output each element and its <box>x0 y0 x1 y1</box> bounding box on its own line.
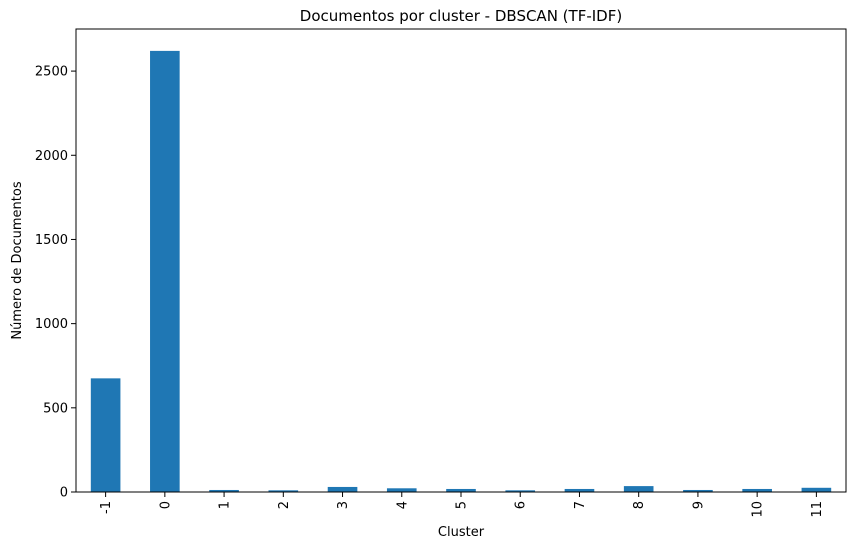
y-tick-label: 500 <box>43 401 68 416</box>
bar-cluster-9 <box>683 489 713 492</box>
x-tick-label: 7 <box>573 501 588 509</box>
x-axis: -1 0 1 2 3 4 5 6 7 8 9 10 11 <box>99 492 825 518</box>
x-tick-label: 9 <box>691 501 706 509</box>
bar-cluster-2 <box>268 490 299 492</box>
bars <box>90 50 832 493</box>
x-tick-label: 10 <box>751 501 766 518</box>
chart-title: Documentos por cluster - DBSCAN (TF-IDF) <box>300 7 622 25</box>
x-tick-label: -1 <box>99 501 114 514</box>
y-tick-label: 0 <box>60 486 68 501</box>
bar-cluster-3 <box>327 486 358 492</box>
x-axis-label: Cluster <box>438 525 485 540</box>
x-tick-label: 6 <box>514 501 529 509</box>
y-axis-label: Número de Documentos <box>10 181 25 339</box>
x-tick-label: 0 <box>158 501 173 509</box>
bar-cluster-11 <box>801 487 832 492</box>
bar-cluster-8 <box>623 486 654 492</box>
x-tick-label: 1 <box>218 501 233 509</box>
bar-cluster-5 <box>446 488 476 492</box>
y-axis: 0 500 1000 1500 2000 2500 <box>35 65 76 501</box>
y-tick-label: 2500 <box>35 65 68 80</box>
y-tick-label: 1000 <box>35 317 68 332</box>
x-tick-label: 4 <box>395 501 410 509</box>
bar-cluster--1 <box>90 378 121 492</box>
bar-cluster-4 <box>386 488 417 492</box>
y-tick-label: 2000 <box>35 149 68 164</box>
bar-cluster-6 <box>505 490 536 492</box>
x-tick-label: 8 <box>632 501 647 509</box>
x-tick-label: 3 <box>336 501 351 509</box>
plot-frame <box>75 28 847 493</box>
bar-cluster-7 <box>564 488 595 492</box>
bar-cluster-10 <box>742 488 772 492</box>
x-tick-label: 2 <box>277 501 292 509</box>
y-tick-label: 1500 <box>35 233 68 248</box>
bar-cluster-1 <box>209 489 239 492</box>
bar-cluster-0 <box>150 50 180 493</box>
x-tick-label: 11 <box>810 501 825 518</box>
x-tick-label: 5 <box>455 501 470 509</box>
